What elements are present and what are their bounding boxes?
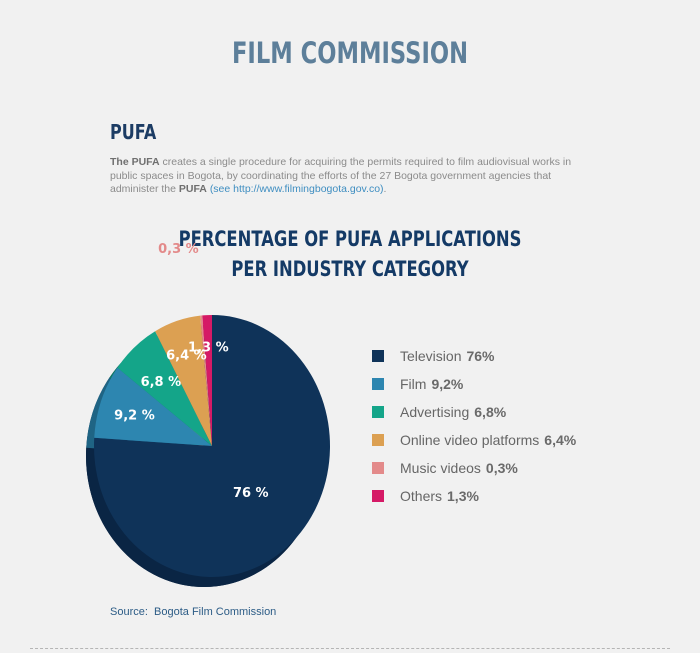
source-note: Source: Bogota Film Commission (110, 606, 276, 618)
legend-swatch (372, 490, 384, 502)
legend-item-advertising: Advertising 6,8% (372, 398, 576, 426)
legend-label: Film (400, 376, 427, 392)
legend-swatch (372, 434, 384, 446)
legend-label: Advertising (400, 404, 470, 420)
legend-swatch (372, 406, 384, 418)
legend-item-film: Film 9,2% (372, 370, 576, 398)
pie-slices (93, 315, 331, 577)
legend-value: 6,8% (474, 404, 507, 420)
page-title: FILM COMMISSION (231, 36, 469, 70)
legend-value: 0,3% (485, 460, 518, 476)
chart-title: PERCENTAGE OF PUFA APPLICATIONS PER INDU… (77, 224, 623, 284)
intro-text: creates a single procedure for acquiring… (110, 156, 572, 195)
pie-label-advertising: 6,8 % (141, 375, 182, 390)
source-text: Bogota Film Commission (154, 606, 277, 618)
pie-label-others: 1,3 % (188, 341, 229, 356)
legend-label: Television (400, 348, 462, 364)
chart-title-line1: PERCENTAGE OF PUFA APPLICATIONS (178, 227, 522, 251)
legend-label: Music videos (400, 460, 481, 476)
legend-label: Others (400, 488, 443, 504)
pie-label-television: 76 % (233, 486, 269, 501)
legend-item-television: Television 76% (372, 342, 576, 370)
legend-value: 76% (466, 348, 495, 364)
pie-labels: 76 % 9,2 % 6,8 % 6,4 % 0,3 % 1,3 % (114, 242, 268, 501)
intro-paragraph: The PUFA creates a single procedure for … (110, 156, 590, 197)
pie-label-music-videos: 0,3 % (158, 242, 199, 257)
legend-value: 9,2% (431, 376, 464, 392)
section-title: PUFA (110, 120, 157, 144)
pie-slice-music-videos (200, 315, 212, 446)
legend: Television 76% Film 9,2% Advertising 6,8% Onli… (372, 342, 576, 510)
legend-label: Online video platforms (400, 432, 540, 448)
pie-slice-others (202, 315, 212, 446)
legend-item-online-video-platforms: Online video platforms 6,4% (372, 426, 576, 454)
legend-swatch (372, 462, 384, 474)
legend-item-others: Others 1,3% (372, 482, 576, 510)
intro-bold-pufa: The PUFA (110, 156, 160, 168)
footer-divider (30, 648, 670, 649)
legend-item-music-videos: Music videos 0,3% (372, 454, 576, 482)
pie-slice-advertising (117, 331, 212, 446)
intro-end: . (383, 183, 387, 195)
intro-bold-pufa-2: PUFA (178, 183, 207, 195)
legend-swatch (372, 350, 384, 362)
pie-label-film: 9,2 % (114, 408, 155, 423)
source-label: Source: (110, 606, 148, 618)
pie-label-online-video-platforms: 6,4 % (166, 349, 207, 364)
chart-title-line2: PER INDUSTRY CATEGORY (231, 257, 469, 281)
legend-swatch (372, 378, 384, 390)
legend-value: 6,4% (544, 432, 577, 448)
pie-slice-film (94, 367, 212, 446)
legend-value: 1,3% (447, 488, 479, 504)
pie-slice-online-video-platforms (155, 315, 212, 446)
intro-link[interactable]: (see http://www.filmingbogota.gov.co) (209, 183, 384, 195)
